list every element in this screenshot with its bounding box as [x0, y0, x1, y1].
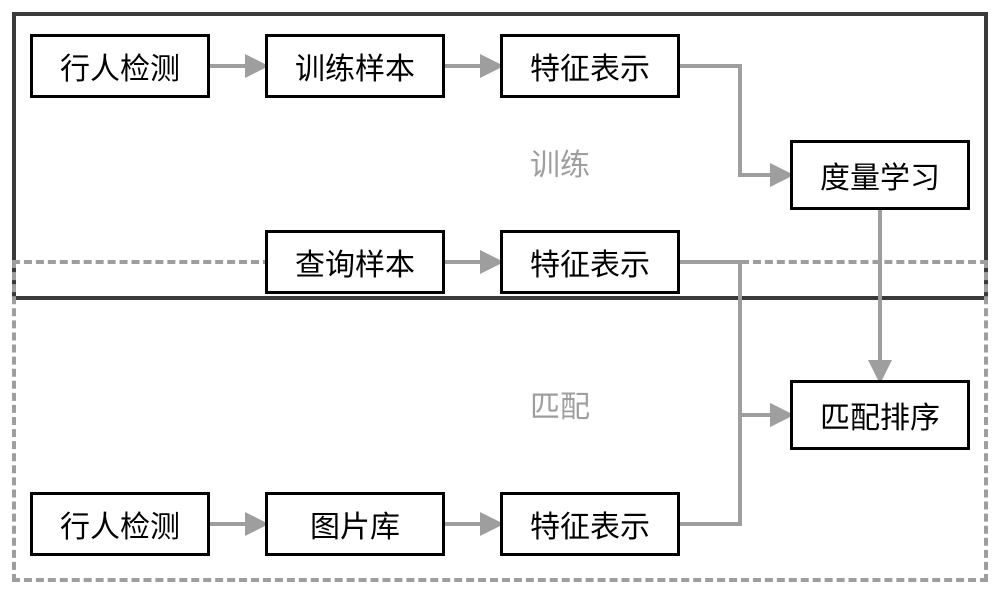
node-pedestrian-detection-2: 行人检测 [30, 492, 210, 556]
node-label: 查询样本 [295, 240, 415, 284]
node-label: 特征表示 [530, 240, 650, 284]
node-label: 特征表示 [530, 502, 650, 546]
node-label: 匹配排序 [820, 393, 940, 437]
node-image-gallery: 图片库 [265, 492, 445, 556]
node-label: 度量学习 [820, 153, 940, 197]
node-pedestrian-detection-1: 行人检测 [30, 34, 210, 98]
node-label: 特征表示 [530, 44, 650, 88]
node-feature-repr-1: 特征表示 [500, 34, 680, 98]
phase-label-text: 匹配 [530, 382, 590, 426]
node-label: 图片库 [310, 502, 400, 546]
node-training-samples: 训练样本 [265, 34, 445, 98]
node-label: 行人检测 [60, 44, 180, 88]
node-match-ranking: 匹配排序 [790, 380, 970, 450]
node-label: 训练样本 [295, 44, 415, 88]
phase-label-train: 训练 [530, 140, 590, 184]
phase-label-match: 匹配 [530, 382, 590, 426]
node-feature-repr-2: 特征表示 [500, 230, 680, 294]
node-label: 行人检测 [60, 502, 180, 546]
phase-label-text: 训练 [530, 140, 590, 184]
node-metric-learning: 度量学习 [790, 140, 970, 210]
node-query-samples: 查询样本 [265, 230, 445, 294]
node-feature-repr-3: 特征表示 [500, 492, 680, 556]
